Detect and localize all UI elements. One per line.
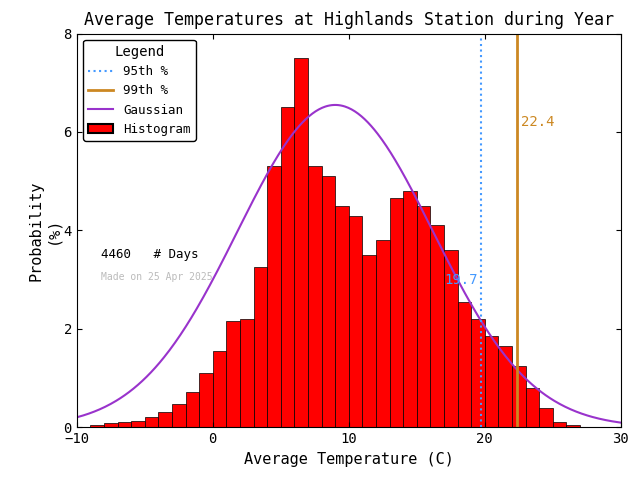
Bar <box>553 422 566 427</box>
Bar <box>349 216 362 427</box>
Bar <box>322 176 335 427</box>
Text: 4460   # Days: 4460 # Days <box>101 248 199 261</box>
Bar <box>431 226 444 427</box>
Bar <box>308 167 322 427</box>
Bar <box>485 336 499 427</box>
Bar <box>390 198 403 427</box>
Bar <box>240 319 253 427</box>
Bar <box>566 425 580 427</box>
Bar <box>131 421 145 427</box>
Bar <box>376 240 390 427</box>
Bar <box>118 422 131 427</box>
Bar <box>212 351 227 427</box>
Bar <box>512 366 525 427</box>
Bar <box>268 167 281 427</box>
Bar <box>145 417 159 427</box>
Bar <box>403 191 417 427</box>
Bar <box>281 108 294 427</box>
Bar <box>294 58 308 427</box>
Y-axis label: Probability
(%): Probability (%) <box>28 180 61 281</box>
Bar <box>335 206 349 427</box>
Bar <box>458 302 471 427</box>
Bar <box>159 412 172 427</box>
Bar <box>104 423 118 427</box>
Bar <box>540 408 553 427</box>
Bar <box>471 319 485 427</box>
Bar <box>444 250 458 427</box>
Bar <box>227 322 240 427</box>
Bar <box>362 255 376 427</box>
Bar <box>199 373 212 427</box>
X-axis label: Average Temperature (C): Average Temperature (C) <box>244 452 454 467</box>
Text: 19.7: 19.7 <box>445 273 478 287</box>
Bar <box>253 267 268 427</box>
Title: Average Temperatures at Highlands Station during Year: Average Temperatures at Highlands Statio… <box>84 11 614 29</box>
Text: 22.4: 22.4 <box>521 115 554 129</box>
Bar <box>90 425 104 427</box>
Bar <box>186 392 199 427</box>
Bar <box>417 206 431 427</box>
Text: Made on 25 Apr 2025: Made on 25 Apr 2025 <box>101 272 213 282</box>
Bar <box>525 388 540 427</box>
Bar <box>499 346 512 427</box>
Bar <box>172 404 186 427</box>
Legend: 95th %, 99th %, Gaussian, Histogram: 95th %, 99th %, Gaussian, Histogram <box>83 40 196 141</box>
